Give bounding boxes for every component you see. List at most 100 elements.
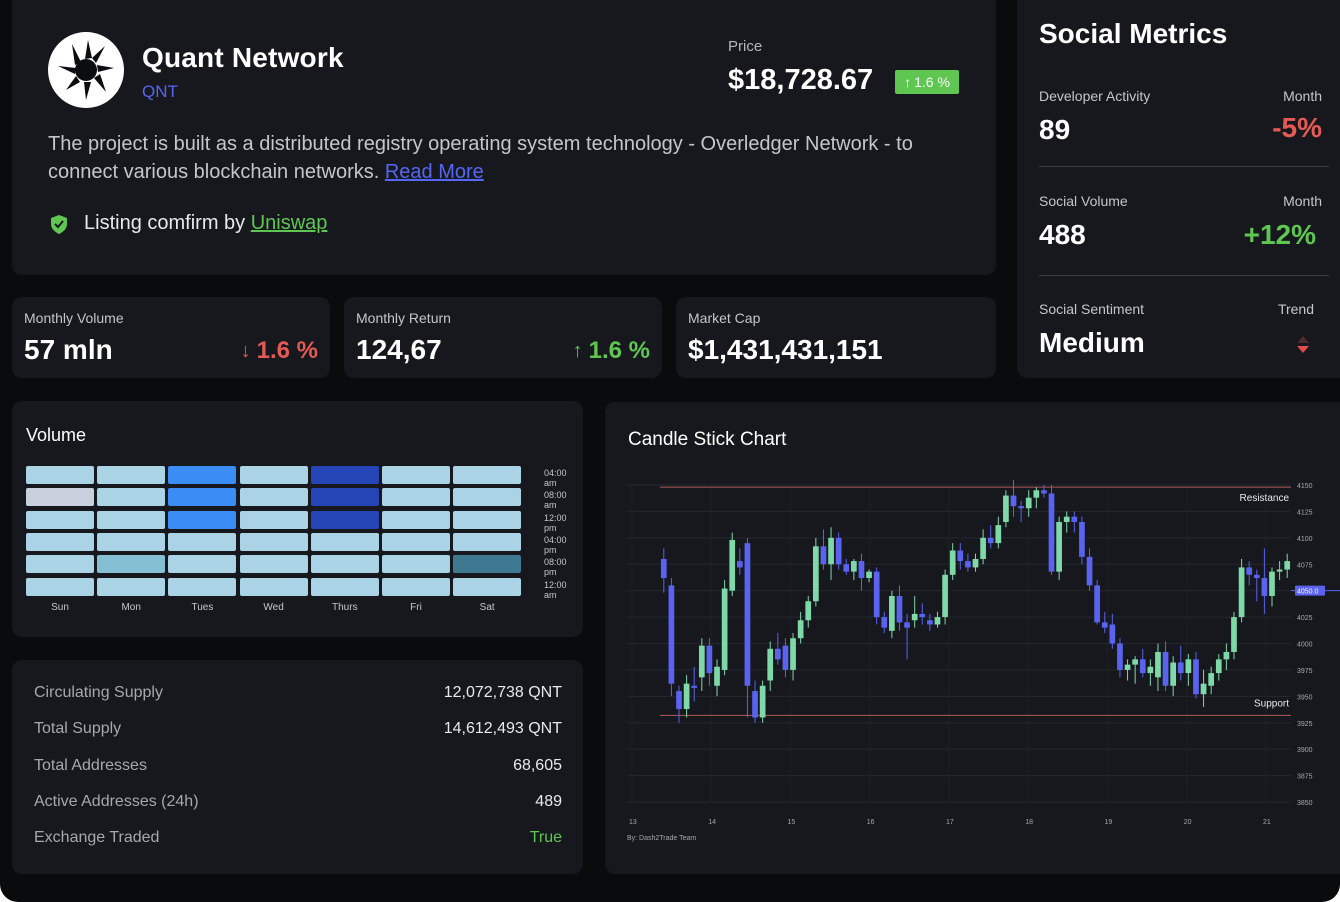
stat-change: ↑ 1.6 % bbox=[573, 337, 650, 365]
coin-description: The project is built as a distributed re… bbox=[48, 130, 968, 186]
supply-label: Total Supply bbox=[34, 720, 122, 738]
monthly-volume-card: Monthly Volume 57 mln ↓ 1.6 % bbox=[12, 297, 330, 378]
stat-change-value: 1.6 % bbox=[588, 337, 650, 364]
candle-body bbox=[957, 550, 964, 562]
supply-row: Active Addresses (24h) 489 bbox=[34, 793, 562, 811]
heatmap-cell bbox=[382, 466, 450, 484]
heatmap-cell bbox=[382, 510, 450, 529]
heatmap-cell bbox=[453, 510, 522, 529]
volume-heatmap: 04:00 am 08:00 am 12:00 pm 04:00 pm 08:00 pm… bbox=[26, 466, 567, 613]
heatmap-day-label: Mon bbox=[121, 602, 141, 613]
heatmap-cell bbox=[168, 466, 237, 484]
candle-body bbox=[835, 537, 842, 565]
price-change-badge: ↑ 1.6 % bbox=[895, 70, 959, 94]
candle-body bbox=[1048, 493, 1055, 572]
candle-body bbox=[1117, 643, 1123, 670]
current-price-tag bbox=[1295, 585, 1325, 596]
candle-body bbox=[752, 691, 758, 718]
trend-updown-icon bbox=[1297, 336, 1309, 353]
heatmap-day-label: Sat bbox=[479, 602, 495, 613]
coin-name: Quant Network bbox=[142, 42, 344, 73]
heatmap-cell bbox=[382, 532, 450, 551]
candle-body bbox=[683, 683, 690, 710]
candle-body bbox=[1223, 651, 1230, 660]
heatmap-day-label: Sun bbox=[51, 602, 69, 613]
candle-body bbox=[668, 585, 675, 684]
heatmap-cell bbox=[26, 555, 94, 574]
candle-body bbox=[797, 620, 804, 639]
supply-value: 68,605 bbox=[513, 756, 562, 774]
y-tick-label: 3950 bbox=[1297, 694, 1313, 701]
x-tick-label: 21 bbox=[1263, 819, 1271, 826]
volume-heatmap-card: Volume 04:00 am 08:00 am 12:00 pm 04:00 pm 0… bbox=[12, 401, 583, 637]
arrow-up-icon: ↑ bbox=[572, 339, 583, 362]
social-volume-label: Social Volume bbox=[1039, 193, 1128, 209]
candle-body bbox=[691, 685, 698, 688]
shield-check-icon bbox=[51, 214, 67, 234]
heatmap-cell bbox=[382, 577, 450, 596]
heatmap-cell bbox=[168, 532, 237, 551]
uniswap-link[interactable]: Uniswap bbox=[250, 212, 328, 234]
heatmap-cell bbox=[453, 532, 522, 551]
candle-body bbox=[919, 613, 926, 618]
heatmap-cell bbox=[239, 488, 308, 507]
x-tick-label: 18 bbox=[1025, 819, 1033, 826]
y-tick-label: 4150 bbox=[1297, 483, 1313, 490]
heatmap-cell bbox=[168, 577, 237, 596]
heatmap-time-label: 08:00 am bbox=[544, 490, 567, 511]
heatmap-cell bbox=[453, 466, 522, 484]
heatmap-cell bbox=[239, 510, 308, 529]
heatmap-cell bbox=[26, 466, 94, 484]
heatmap-cell bbox=[97, 488, 166, 507]
candle-body bbox=[843, 564, 850, 572]
description-text: The project is built as a distributed re… bbox=[48, 133, 913, 183]
supply-value: 14,612,493 QNT bbox=[443, 720, 562, 738]
heatmap-cell bbox=[97, 577, 166, 596]
heatmap-time-label: 04:00 pm bbox=[544, 534, 567, 555]
price-change-value: 1.6 % bbox=[914, 74, 950, 90]
candle-body bbox=[1033, 490, 1040, 498]
y-tick-label: 3925 bbox=[1297, 721, 1313, 728]
stat-value: 57 mln bbox=[24, 334, 113, 365]
candle-body bbox=[934, 617, 941, 625]
x-tick-label: 16 bbox=[867, 819, 875, 826]
market-cap-card: Market Cap $1,431,431,151 bbox=[676, 297, 996, 378]
developer-activity-label: Developer Activity bbox=[1039, 88, 1151, 104]
candle-body bbox=[911, 613, 918, 621]
candle-body bbox=[721, 588, 728, 670]
heatmap-cell bbox=[310, 577, 379, 596]
support-label: Support bbox=[1254, 698, 1289, 709]
arrow-down-icon: ↓ bbox=[240, 339, 251, 362]
supply-card: Circulating Supply 12,072,738 QNT Total Su… bbox=[12, 660, 583, 874]
heatmap-cell bbox=[382, 488, 450, 507]
candle-body bbox=[1246, 567, 1253, 575]
read-more-link[interactable]: Read More bbox=[384, 161, 484, 183]
supply-label: Active Addresses (24h) bbox=[34, 792, 199, 810]
y-tick-label: 4075 bbox=[1297, 562, 1313, 569]
candle-body bbox=[790, 638, 796, 670]
heatmap-cell bbox=[453, 555, 522, 574]
developer-activity-change: -5% bbox=[1272, 112, 1322, 143]
candle-body bbox=[1276, 569, 1283, 572]
candle-body bbox=[1132, 659, 1139, 665]
chart-byline: By: Dash2Trade Team bbox=[627, 835, 697, 842]
quant-logo bbox=[48, 32, 124, 108]
candle-body bbox=[1170, 662, 1177, 686]
heatmap-day-label: Thurs bbox=[332, 602, 358, 613]
candle-body bbox=[1208, 673, 1215, 686]
heatmap-cell bbox=[310, 555, 379, 574]
supply-row: Circulating Supply 12,072,738 QNT bbox=[34, 684, 562, 702]
heatmap-time-label: 12:00 am bbox=[544, 579, 567, 600]
candle-body bbox=[1155, 651, 1161, 678]
heatmap-cell bbox=[26, 510, 94, 529]
candle-body bbox=[744, 543, 751, 686]
heatmap-cell bbox=[239, 555, 308, 574]
candle-body bbox=[1269, 571, 1275, 596]
candle-body bbox=[896, 595, 903, 623]
developer-activity-value: 89 bbox=[1039, 114, 1071, 145]
social-volume-value: 488 bbox=[1039, 219, 1086, 250]
candle-body bbox=[767, 648, 774, 681]
y-tick-label: 4000 bbox=[1297, 642, 1313, 649]
resistance-label: Resistance bbox=[1240, 493, 1290, 504]
